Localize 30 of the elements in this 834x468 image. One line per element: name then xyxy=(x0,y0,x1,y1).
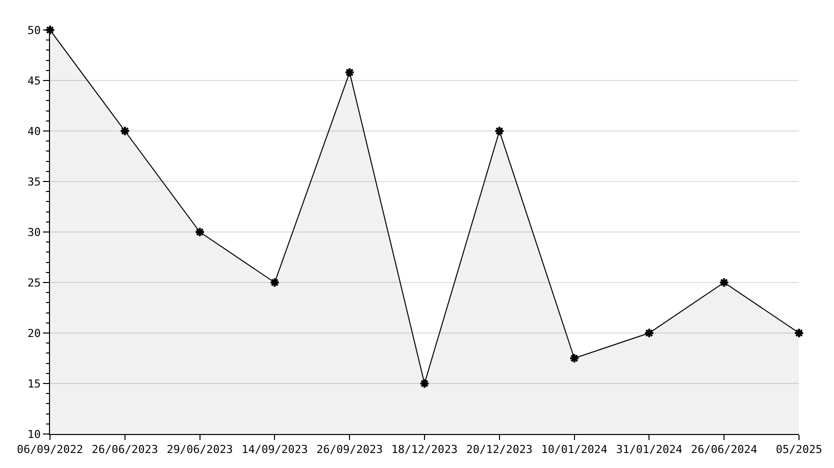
x-tick-label: 06/09/2022 xyxy=(16,443,84,456)
y-tick-label: 45 xyxy=(28,74,41,88)
point xyxy=(120,126,130,136)
y-tick-label: 10 xyxy=(28,428,41,441)
x-tick-label: 26/09/2023 xyxy=(316,443,383,456)
x-tick-label: 18/12/2023 xyxy=(391,443,458,456)
point xyxy=(344,67,355,78)
point xyxy=(270,277,280,288)
y-tick-label: 35 xyxy=(28,175,41,188)
x-tick-label: 26/06/2023 xyxy=(92,443,158,456)
point xyxy=(794,328,804,338)
x-tick-label: 26/06/2024 xyxy=(690,443,758,456)
point xyxy=(494,126,505,136)
x-tick-label: 05/2025 xyxy=(776,443,822,456)
point xyxy=(718,277,730,288)
x-tick-label: 20/12/2023 xyxy=(466,443,533,456)
x-tick-label: 14/09/2023 xyxy=(242,443,308,456)
y-tick-label: 20 xyxy=(28,326,41,340)
y-tick-label: 30 xyxy=(28,226,41,239)
point xyxy=(419,378,430,389)
point xyxy=(569,353,580,364)
x-tick-label: 29/06/2023 xyxy=(166,443,233,456)
y-tick-label: 40 xyxy=(28,124,41,138)
y-tick-label: 15 xyxy=(28,377,41,390)
point xyxy=(194,226,205,238)
y-tick-label: 50 xyxy=(28,24,41,37)
point xyxy=(644,328,654,338)
x-tick-label: 10/01/2024 xyxy=(541,443,608,456)
x-tick-label: 31/01/2024 xyxy=(616,443,683,456)
y-tick-label: 25 xyxy=(28,276,41,290)
